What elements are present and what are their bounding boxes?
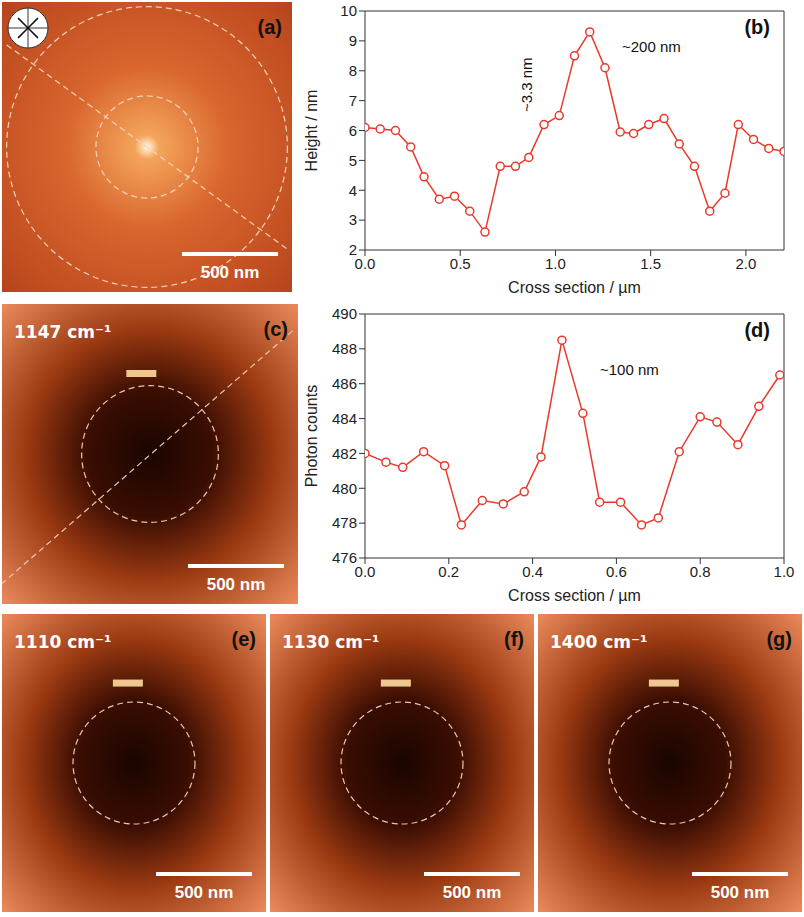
- svg-text:0.0: 0.0: [355, 255, 376, 272]
- svg-text:490: 490: [332, 305, 357, 322]
- svg-text:(a): (a): [258, 16, 282, 38]
- svg-text:2: 2: [349, 241, 357, 258]
- svg-text:9: 9: [349, 32, 357, 49]
- svg-text:0.6: 0.6: [606, 563, 627, 580]
- svg-text:(e): (e): [232, 628, 256, 650]
- svg-text:1110 cm⁻¹: 1110 cm⁻¹: [14, 632, 111, 652]
- svg-text:(f): (f): [504, 628, 524, 650]
- svg-text:1.0: 1.0: [545, 255, 566, 272]
- svg-text:Photon counts: Photon counts: [303, 385, 320, 487]
- html-text:(b): (b): [744, 16, 770, 38]
- svg-text:10: 10: [340, 2, 357, 19]
- svg-text:2.0: 2.0: [735, 255, 756, 272]
- svg-text:486: 486: [332, 375, 357, 392]
- svg-text:500 nm: 500 nm: [207, 575, 266, 594]
- svg-text:1400 cm⁻¹: 1400 cm⁻¹: [550, 632, 647, 652]
- html-text:~200 nm: ~200 nm: [622, 38, 681, 55]
- svg-text:500 nm: 500 nm: [201, 263, 260, 282]
- svg-text:1130 cm⁻¹: 1130 cm⁻¹: [282, 632, 379, 652]
- svg-text:476: 476: [332, 549, 357, 566]
- svg-text:Cross section / µm: Cross section / µm: [508, 587, 641, 604]
- svg-text:0.2: 0.2: [438, 563, 459, 580]
- svg-text:0.8: 0.8: [690, 563, 711, 580]
- svg-text:500 nm: 500 nm: [175, 883, 234, 902]
- svg-text:0.4: 0.4: [522, 563, 543, 580]
- html-text:~100 nm: ~100 nm: [600, 361, 659, 378]
- svg-text:3: 3: [349, 211, 357, 228]
- svg-text:480: 480: [332, 480, 357, 497]
- html-text:(d): (d): [744, 319, 770, 341]
- svg-text:1.5: 1.5: [640, 255, 661, 272]
- svg-text:500 nm: 500 nm: [443, 883, 502, 902]
- svg-text:(g): (g): [766, 628, 792, 650]
- svg-text:484: 484: [332, 410, 357, 427]
- svg-text:0.5: 0.5: [450, 255, 471, 272]
- svg-text:Height / nm: Height / nm: [303, 90, 320, 172]
- svg-text:500 nm: 500 nm: [711, 883, 770, 902]
- html-text:~3.3 nm: ~3.3 nm: [518, 57, 535, 112]
- svg-text:1147 cm⁻¹: 1147 cm⁻¹: [14, 322, 111, 342]
- svg-text:5: 5: [349, 152, 357, 169]
- svg-text:4: 4: [349, 182, 357, 199]
- svg-text:(c): (c): [264, 318, 288, 340]
- svg-text:6: 6: [349, 122, 357, 139]
- svg-text:478: 478: [332, 514, 357, 531]
- svg-text:8: 8: [349, 62, 357, 79]
- svg-text:Cross section / µm: Cross section / µm: [508, 279, 641, 296]
- svg-text:1.0: 1.0: [774, 563, 795, 580]
- svg-text:7: 7: [349, 92, 357, 109]
- svg-text:482: 482: [332, 445, 357, 462]
- svg-text:0.0: 0.0: [355, 563, 376, 580]
- svg-text:488: 488: [332, 340, 357, 357]
